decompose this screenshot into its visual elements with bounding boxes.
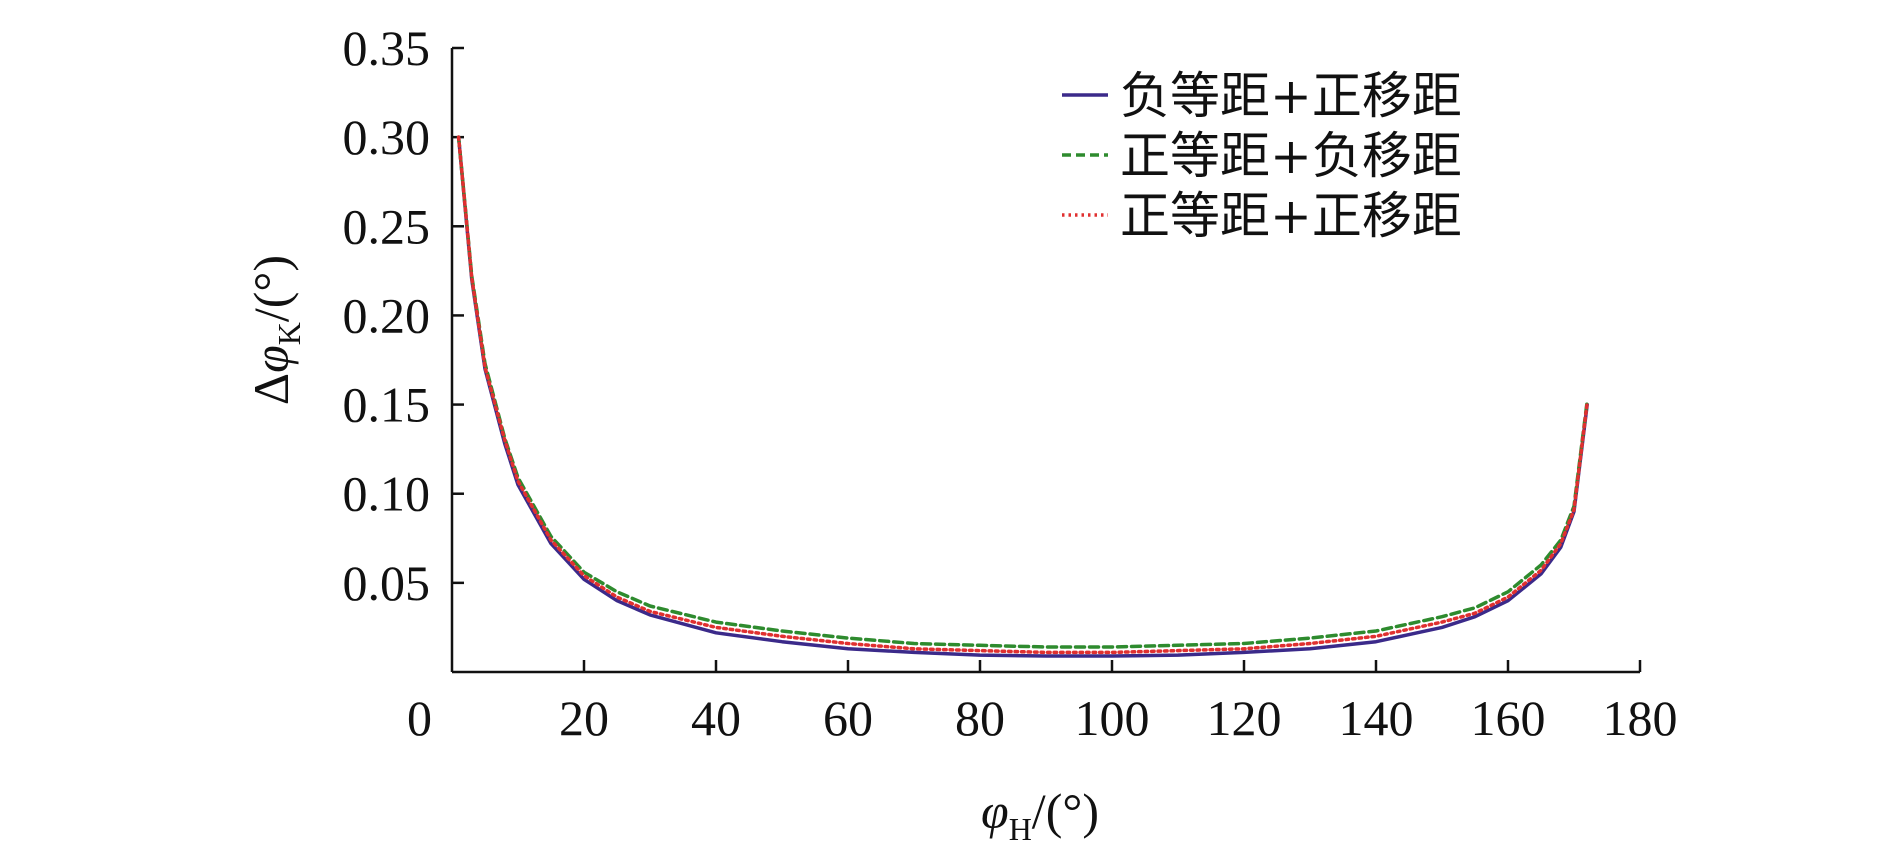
y-axis-label: ΔφK/(°): [243, 255, 307, 405]
series-line-1: [456, 135, 1589, 658]
axes: 0.05 0.10 0.15 0.20 0.25 0.30 0.35 0 20 40 60 80 100…: [343, 20, 1678, 746]
x-axis-label: φH/(°): [981, 783, 1099, 847]
x-tick-label: 120: [1207, 690, 1282, 746]
x-tick-label: 180: [1603, 690, 1678, 746]
x-tick-label: 60: [823, 690, 873, 746]
y-axis-label-subscript: K: [271, 322, 307, 345]
x-axis-label-symbol: φ: [981, 783, 1009, 839]
y-axis-label-symbol: φ: [243, 345, 299, 373]
series-line-2: [456, 135, 1589, 649]
series-group: [456, 135, 1589, 658]
legend-label-3: 正等距+正移距: [1120, 187, 1462, 245]
x-tick-label: 100: [1075, 690, 1150, 746]
x-tick-label: 20: [559, 690, 609, 746]
y-axis-label-prefix: Δ: [243, 373, 299, 405]
y-axis-label-unit: /(°): [243, 255, 299, 322]
y-tick-label: 0.05: [343, 555, 431, 611]
y-tick-label: 0.15: [343, 377, 431, 433]
x-tick-label: 40: [691, 690, 741, 746]
y-tick-label: 0.10: [343, 466, 431, 522]
y-tick-label: 0.25: [343, 198, 431, 254]
y-tick-label: 0.20: [343, 287, 431, 343]
x-tick-label: 140: [1339, 690, 1414, 746]
x-tick-label: 80: [955, 690, 1005, 746]
series-line-3: [456, 135, 1589, 655]
y-tick-label: 0.30: [343, 109, 431, 165]
x-tick-label: 0: [407, 690, 432, 746]
x-tick-label: 160: [1471, 690, 1546, 746]
x-axis-label-subscript: H: [1009, 811, 1032, 847]
x-axis-label-unit: /(°): [1032, 783, 1099, 839]
y-tick-label: 0.35: [343, 20, 431, 76]
legend-label-2: 正等距+负移距: [1120, 127, 1462, 185]
legend-label-1: 负等距+正移距: [1120, 67, 1462, 125]
axis-labels: φH/(°)ΔφK/(°): [243, 255, 1099, 847]
